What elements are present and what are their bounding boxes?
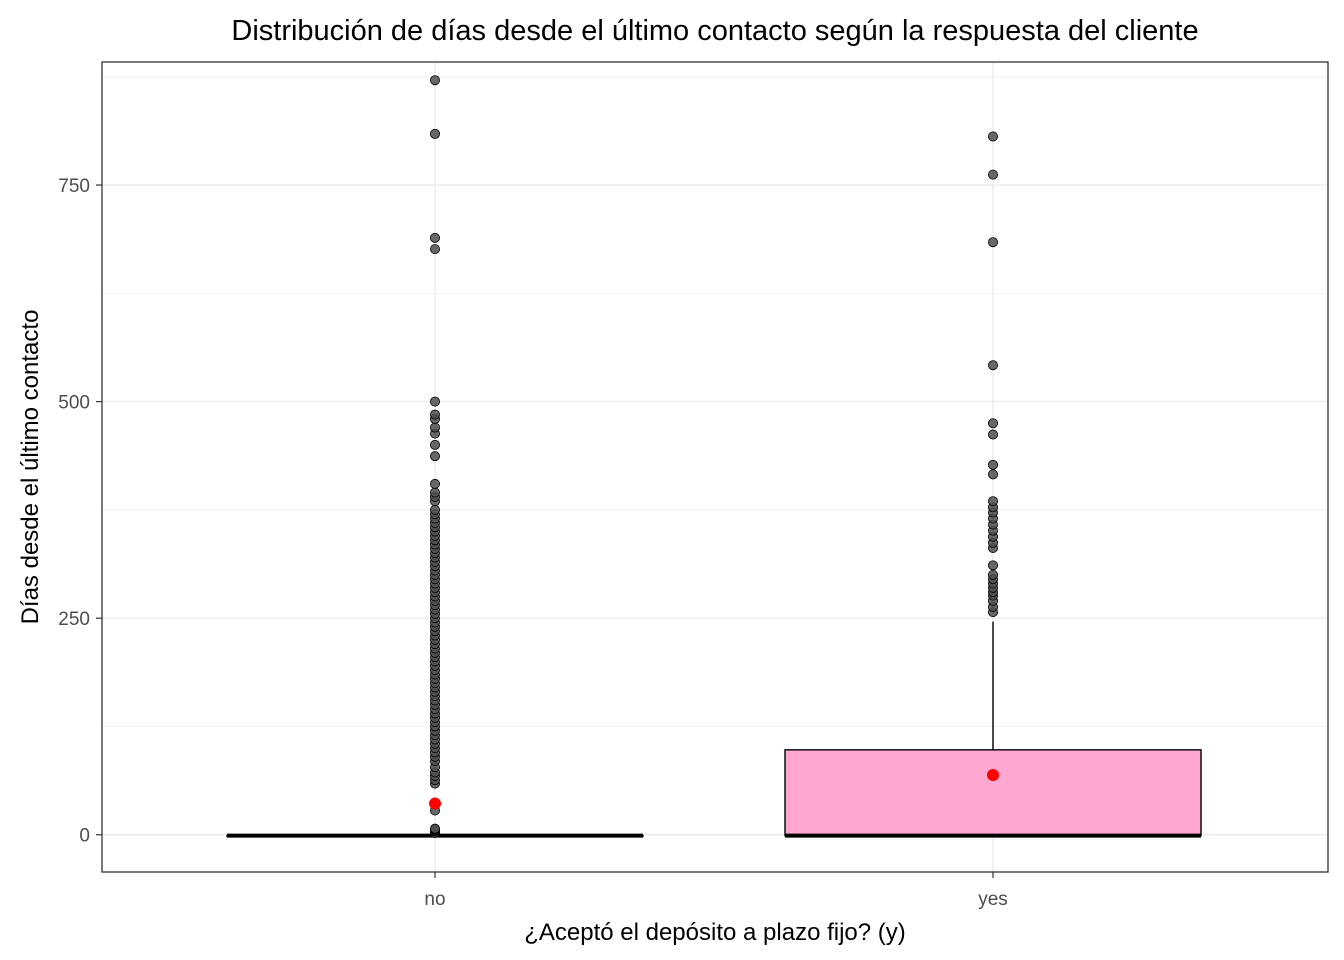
outlier-point xyxy=(988,169,999,180)
outlier-point xyxy=(429,504,440,515)
outlier-point xyxy=(429,232,440,243)
outlier-points xyxy=(429,75,999,839)
box-layer xyxy=(226,621,1202,838)
outlier-point xyxy=(988,237,999,248)
outlier-point xyxy=(988,469,999,480)
x-tick-label: yes xyxy=(978,889,1008,910)
outlier-point xyxy=(429,823,440,834)
y-axis: 0 250 500 750 xyxy=(58,176,102,847)
outlier-point xyxy=(988,569,999,580)
y-tick-label: 750 xyxy=(58,176,90,197)
plot-panel xyxy=(101,61,1329,873)
panel-background xyxy=(102,62,1328,872)
y-axis-title: Días desde el último contacto xyxy=(17,310,44,625)
chart-title: Distribución de días desde el último con… xyxy=(231,15,1198,47)
outlier-point xyxy=(429,422,440,433)
outlier-point xyxy=(988,131,999,142)
y-tick-label: 250 xyxy=(58,609,90,630)
mean-marker-yes xyxy=(987,768,999,781)
outlier-point xyxy=(429,75,440,86)
outlier-point xyxy=(429,244,440,255)
mean-markers xyxy=(429,768,999,810)
outlier-point xyxy=(429,409,440,420)
outlier-point xyxy=(988,496,999,507)
panel-border xyxy=(101,61,1329,873)
outlier-point xyxy=(429,128,440,139)
outlier-point xyxy=(429,478,440,489)
y-tick-label: 0 xyxy=(79,826,90,847)
x-tick-label: no xyxy=(424,889,445,910)
y-tick-label: 500 xyxy=(58,393,90,414)
outlier-point xyxy=(429,487,440,498)
outlier-point xyxy=(988,429,999,440)
x-axis-title: ¿Aceptó el depósito a plazo fijo? (y) xyxy=(524,919,906,946)
outlier-point xyxy=(429,439,440,450)
outlier-point xyxy=(988,360,999,371)
mean-marker-no xyxy=(429,797,441,810)
outlier-point xyxy=(988,418,999,429)
outlier-point xyxy=(988,459,999,470)
outlier-point xyxy=(429,451,440,462)
x-axis: no yes xyxy=(424,872,1008,910)
box-yes xyxy=(784,749,1202,837)
outlier-point xyxy=(988,560,999,571)
outlier-point xyxy=(429,396,440,407)
